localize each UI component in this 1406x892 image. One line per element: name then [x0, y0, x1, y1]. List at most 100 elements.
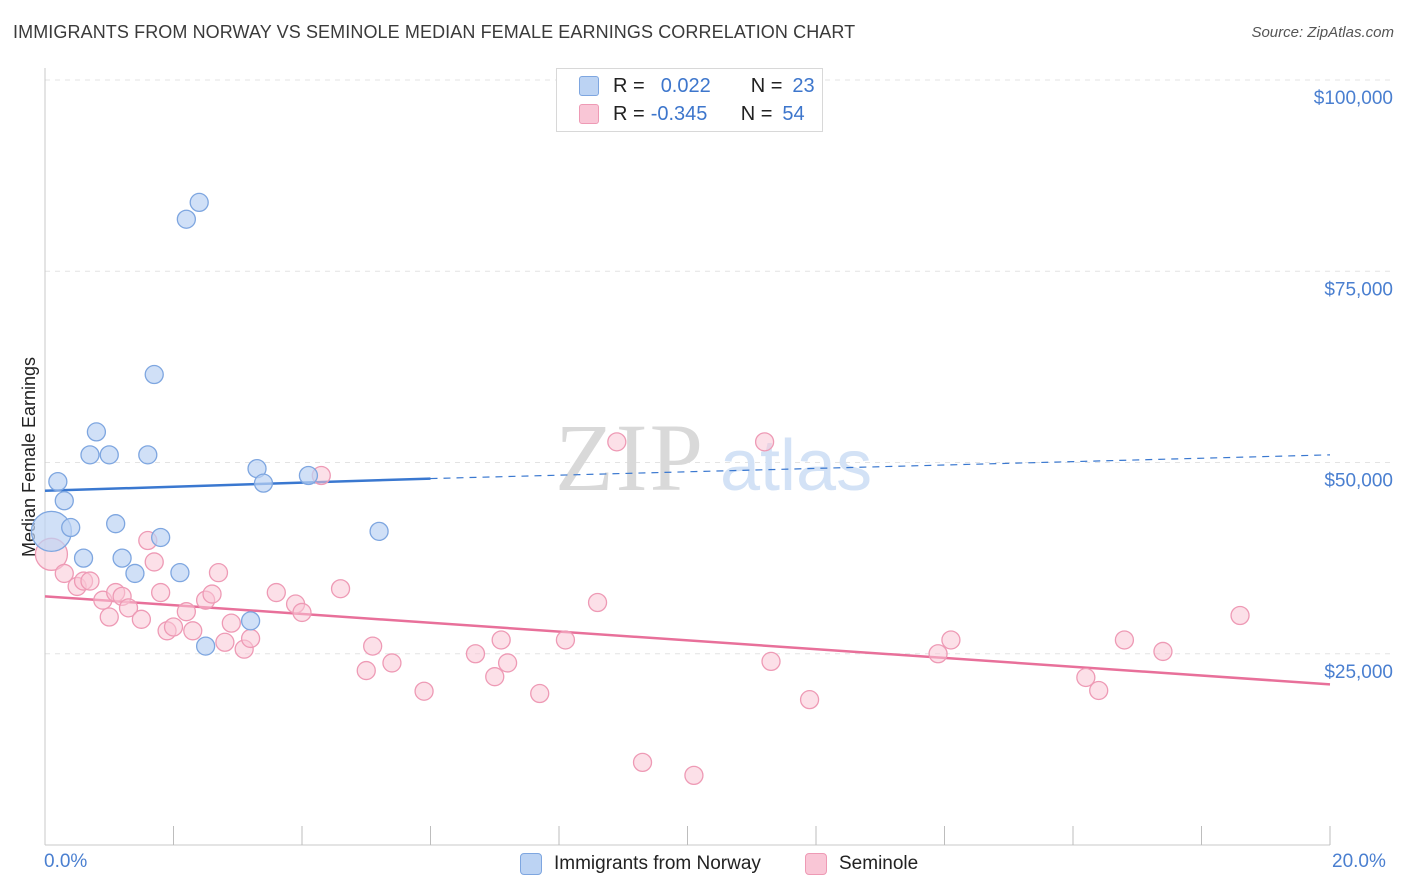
norway-point — [298, 465, 319, 486]
seminole-point — [183, 621, 203, 641]
x-ticks — [173, 826, 1331, 845]
y-tick-labels: $25,000 $50,000 $75,000 $100,000 — [1314, 88, 1393, 683]
norway-point — [369, 521, 389, 541]
seminole-point — [754, 432, 775, 452]
seminole-point — [485, 667, 505, 687]
seminole-point — [131, 609, 152, 629]
chart-title: IMMIGRANTS FROM NORWAY VS SEMINOLE MEDIA… — [13, 22, 856, 42]
norway-point — [48, 471, 68, 492]
seminole-point — [363, 636, 383, 656]
norway-point — [125, 563, 145, 584]
x-axis-max-label: 20.0% — [1332, 851, 1386, 872]
norway-point — [54, 491, 74, 511]
y-tick-label: $100,000 — [1314, 88, 1393, 109]
y-tick-label: $25,000 — [1324, 662, 1393, 683]
bottom-legend-swatch-seminole — [805, 853, 827, 875]
seminole-point — [221, 613, 241, 633]
seminole-point — [941, 630, 961, 650]
watermark-atlas: atlas — [720, 426, 872, 506]
norway-point — [176, 209, 197, 229]
legend-row-norway: R = 0.022 N = 23 — [579, 74, 815, 98]
chart-source: Source: ZipAtlas.com — [1251, 24, 1394, 41]
y-tick-label: $75,000 — [1324, 279, 1393, 300]
legend-n-label: N = — [740, 102, 773, 125]
seminole-point — [1230, 605, 1250, 626]
seminole-point — [176, 602, 197, 622]
seminole-point — [1076, 667, 1096, 688]
seminole-point — [497, 653, 518, 673]
trend-line-seminole — [44, 595, 1331, 686]
seminole-point — [356, 660, 376, 681]
trend-line-norway-extension — [430, 454, 1331, 480]
seminole-point — [587, 592, 608, 613]
trend-lines — [44, 454, 1331, 686]
seminole-point — [208, 563, 229, 583]
seminole-point — [202, 584, 222, 604]
seminole-point — [150, 582, 171, 603]
watermark: ZIP atlas — [555, 404, 872, 511]
legend-r-value: 0.022 — [660, 74, 711, 97]
legend-r-label: R = — [613, 102, 645, 125]
gridlines — [45, 79, 1395, 655]
seminole-point — [928, 644, 948, 664]
norway-point — [80, 445, 100, 465]
norway-point — [138, 445, 158, 465]
norway-point — [86, 422, 107, 442]
legend-swatch-norway — [579, 76, 599, 96]
legend-n-value: 54 — [782, 102, 805, 125]
seminole-point — [632, 752, 653, 773]
seminole-point — [761, 651, 781, 672]
norway-point — [144, 364, 164, 385]
legend-r-value: -0.345 — [650, 102, 708, 125]
seminole-point — [240, 628, 261, 649]
seminole-point — [99, 607, 119, 627]
bottom-legend-norway: Immigrants from Norway — [520, 851, 761, 877]
seminole-point — [54, 563, 74, 584]
seminole-point — [215, 632, 235, 652]
norway-point — [170, 563, 190, 583]
seminole-point — [465, 644, 486, 664]
seminole-point — [144, 552, 164, 572]
legend-n-label: N = — [750, 74, 783, 97]
norway-point — [106, 514, 126, 534]
seminole-point — [382, 653, 402, 673]
seminole-point — [607, 432, 627, 452]
correlation-legend: R = 0.022 N = 23 R = -0.345 N = 54 — [556, 68, 823, 132]
bottom-legend-label-seminole: Seminole — [839, 853, 919, 874]
legend-swatch-seminole — [579, 104, 599, 124]
norway-point — [189, 192, 209, 213]
norway-point — [99, 445, 119, 465]
norway-point — [195, 636, 216, 656]
seminole-point — [414, 681, 434, 701]
legend-r-label: R = — [613, 74, 645, 97]
seminole-point — [163, 617, 184, 637]
seminole-point — [684, 765, 704, 786]
watermark-zip: ZIP — [555, 404, 705, 511]
seminole-point — [799, 690, 820, 710]
y-axis-label: Median Female Earnings — [19, 357, 39, 557]
seminole-point — [80, 571, 100, 591]
seminole-point — [292, 602, 312, 623]
norway-point — [253, 473, 274, 493]
seminole-point — [1089, 680, 1109, 701]
norway-point — [61, 517, 81, 538]
legend-n-value: 23 — [792, 74, 815, 97]
bottom-legend-seminole: Seminole — [805, 851, 918, 877]
seminole-point — [1153, 641, 1173, 662]
x-axis-min-label: 0.0% — [44, 851, 88, 872]
scatter-points — [30, 192, 1250, 786]
seminole-point — [555, 630, 576, 650]
y-tick-label: $50,000 — [1324, 471, 1393, 492]
seminole-point — [330, 579, 351, 599]
seminole-point — [118, 598, 139, 618]
trend-line-norway — [44, 477, 431, 493]
bottom-legend-swatch-norway — [520, 853, 542, 875]
seminole-point — [266, 582, 286, 603]
legend-row-seminole: R = -0.345 N = 54 — [579, 102, 805, 126]
seminole-point — [530, 683, 550, 704]
norway-point — [73, 548, 94, 568]
norway-point — [112, 548, 132, 568]
norway-point — [150, 527, 171, 548]
bottom-legend-label-norway: Immigrants from Norway — [554, 853, 761, 874]
